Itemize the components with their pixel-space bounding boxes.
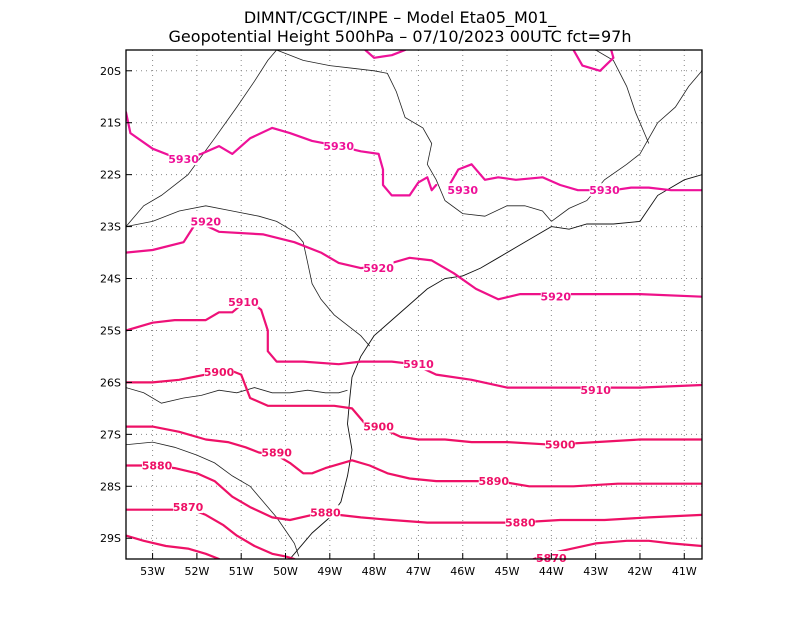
contour-label-5930: 5930	[447, 184, 478, 197]
state-border	[276, 50, 552, 222]
y-tick-label: 28S	[100, 480, 121, 493]
x-axis-ticks: 53W 52W 51W 50W 49W 48W 47W 46W 45W 44W 43W 42W 41W	[140, 553, 697, 578]
y-tick-label: 22S	[100, 169, 121, 182]
contour-label-background	[168, 152, 199, 166]
contour-line-5910	[126, 298, 702, 389]
y-tick-label: 21S	[100, 117, 121, 130]
contour-line-5930	[364, 50, 407, 59]
chart-title-line-1: DIMNT/CGCT/INPE – Model Eta05_M01_	[244, 8, 557, 28]
contour-line-5930	[572, 50, 615, 72]
coastline	[289, 174, 702, 559]
contour-labels: 5930 5930 5930 5930 5920 5920 5920 5910 5910 5910…	[142, 139, 620, 565]
contour-label-5920: 5920	[540, 291, 571, 304]
contour-label-5900: 5900	[204, 366, 235, 379]
y-tick-label: 27S	[100, 428, 121, 441]
contour-label-background	[363, 419, 394, 433]
contour-label-background	[142, 458, 173, 472]
contour-label-5890: 5890	[478, 475, 509, 488]
contour-label-5880: 5880	[310, 506, 341, 519]
contour-label-5930: 5930	[323, 140, 354, 153]
contour-line-5870	[126, 508, 296, 559]
contour-line-5920	[126, 220, 702, 301]
contour-label-background	[204, 365, 235, 379]
state-border	[126, 387, 348, 404]
map-borders	[126, 50, 702, 559]
contour-line-5880	[126, 464, 702, 524]
contour-label-5910: 5910	[580, 384, 611, 397]
contour-label-background	[363, 261, 394, 275]
contour-line-5870	[126, 534, 221, 559]
y-tick-label: 25S	[100, 324, 121, 337]
x-tick-label: 45W	[495, 565, 520, 578]
contour-label-background	[403, 357, 434, 371]
state-border	[595, 50, 650, 144]
state-border	[126, 205, 371, 347]
chart-title-line-2: Geopotential Height 500hPa – 07/10/2023 …	[169, 27, 632, 46]
x-tick-label: 43W	[583, 565, 608, 578]
contour-lines	[126, 50, 702, 559]
x-tick-label: 46W	[450, 565, 475, 578]
contour-label-5920: 5920	[190, 215, 221, 228]
y-axis-ticks: 20S 21S 22S 23S 24S 25S 26S 27S 28S 29S	[100, 65, 132, 545]
contour-label-5900: 5900	[363, 421, 394, 434]
state-border	[551, 70, 702, 222]
state-border	[126, 441, 300, 557]
y-tick-label: 29S	[100, 532, 121, 545]
contour-label-5880: 5880	[505, 517, 536, 530]
y-tick-label: 20S	[100, 65, 121, 78]
contour-label-background	[580, 383, 611, 397]
contour-label-background	[447, 183, 478, 197]
contour-label-background	[228, 294, 259, 308]
x-tick-label: 49W	[317, 565, 342, 578]
plot-frame	[125, 49, 703, 560]
y-tick-label: 24S	[100, 273, 121, 286]
x-tick-label: 51W	[229, 565, 254, 578]
contour-label-background	[478, 474, 509, 488]
contour-label-background	[545, 437, 576, 451]
contour-label-5930: 5930	[589, 184, 620, 197]
grid-lines	[126, 50, 702, 559]
y-tick-label: 23S	[100, 221, 121, 234]
x-tick-label: 41W	[672, 565, 697, 578]
contour-label-5870: 5870	[173, 501, 204, 514]
contour-label-5880: 5880	[142, 460, 173, 473]
x-tick-label: 44W	[539, 565, 564, 578]
y-tick-label: 26S	[100, 376, 121, 389]
contour-label-background	[589, 183, 620, 197]
contour-line-5890	[126, 425, 702, 488]
contour-label-background	[261, 445, 292, 459]
contour-label-5910: 5910	[403, 358, 434, 371]
x-tick-label: 42W	[628, 565, 653, 578]
contour-label-background	[540, 289, 571, 303]
contour-label-background	[505, 515, 536, 529]
contour-label-5890: 5890	[261, 447, 292, 460]
contour-label-background	[190, 214, 221, 228]
contour-label-background	[323, 139, 354, 153]
x-tick-label: 50W	[273, 565, 298, 578]
x-tick-label: 52W	[184, 565, 209, 578]
contour-line-5930	[448, 163, 702, 192]
x-tick-label: 48W	[362, 565, 387, 578]
x-tick-label: 53W	[140, 565, 165, 578]
contour-label-5930: 5930	[168, 153, 199, 166]
contour-label-5910: 5910	[228, 296, 259, 309]
x-tick-label: 47W	[406, 565, 431, 578]
contour-label-background	[310, 505, 341, 519]
contour-label-background	[173, 500, 204, 514]
contour-line-5900	[126, 368, 702, 446]
contour-label-5900: 5900	[545, 439, 576, 452]
state-border	[126, 50, 277, 227]
contour-label-5920: 5920	[363, 262, 394, 275]
